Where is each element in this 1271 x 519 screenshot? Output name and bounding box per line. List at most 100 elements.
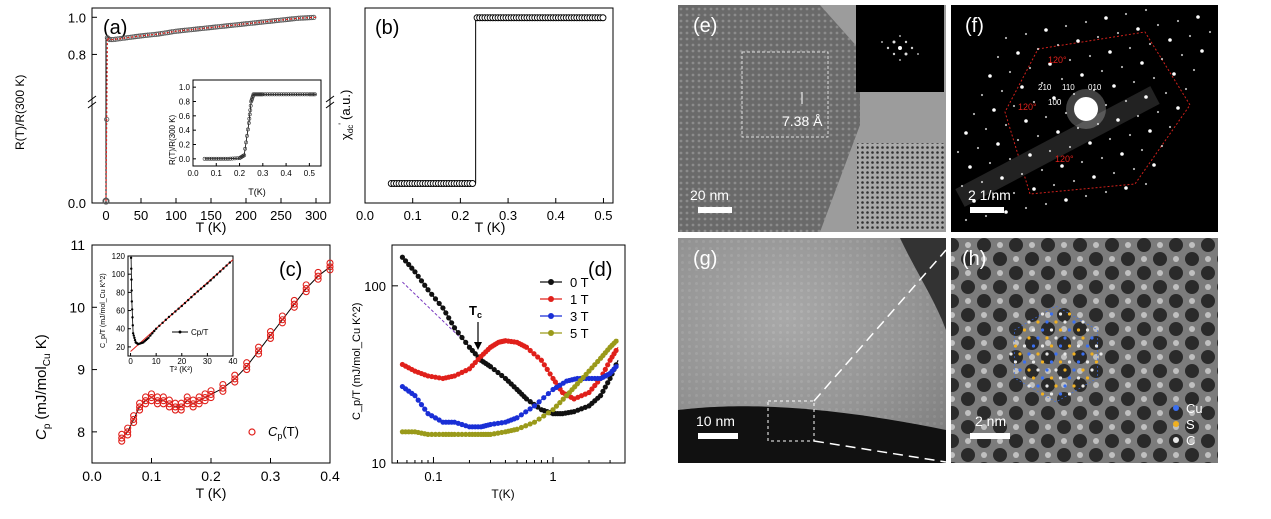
- panel-d-point: [605, 380, 611, 386]
- panel-d-point: [518, 412, 524, 418]
- panel-f-spot: [1144, 95, 1148, 99]
- panel-f-spot: [1124, 12, 1128, 16]
- panel-e-simulated-inset: [857, 143, 944, 230]
- panel-c-inset-point: [147, 336, 150, 340]
- panel-d-point: [527, 399, 533, 405]
- panel-h-atom: [1040, 376, 1045, 380]
- panel-c-point: [243, 359, 251, 367]
- panel-a-inset-point: [243, 146, 248, 151]
- panel-d-legend-label: 1 T: [570, 292, 589, 307]
- panel-c-point: [314, 272, 322, 280]
- panel-c-inset-point: [218, 270, 222, 273]
- panel-a-inset-point: [267, 92, 272, 97]
- panel-h-atom: [1063, 320, 1067, 324]
- panel-a-inset-point: [230, 156, 235, 161]
- panel-c-inset-x-tick-label: 30: [203, 357, 212, 366]
- panel-f-spot: [996, 142, 1000, 146]
- panel-c-inset-point: [199, 287, 203, 290]
- panel-a-inset-x-tick-label: 0.2: [234, 169, 246, 178]
- panel-f-spot: [984, 127, 988, 131]
- panel-a-inset-point: [246, 127, 250, 132]
- panel-c-point: [326, 266, 334, 274]
- panel-d-point: [613, 364, 619, 370]
- panel-a-inset-point: [284, 92, 288, 97]
- panel-f-spot: [1104, 190, 1108, 194]
- panel-f-spot: [1144, 182, 1148, 186]
- panel-h-atom: [1081, 368, 1085, 372]
- panel-c-inset-point: [129, 256, 133, 260]
- panel-c-inset-point: [167, 315, 171, 319]
- panel-a-inset-y-tick-label: 0.8: [179, 98, 191, 107]
- panel-a-x-tick-label: 250: [270, 208, 292, 223]
- panel-c-point: [165, 396, 173, 404]
- panel-h-atom: [1031, 328, 1036, 332]
- panel-a-inset-point: [265, 92, 270, 97]
- panel-f-spot: [1068, 145, 1072, 149]
- panel-f-spot: [988, 74, 992, 78]
- panel-d-x-tick-label: 0.1: [424, 469, 442, 484]
- panel-a-point: [309, 14, 315, 21]
- panel-f-spot: [964, 131, 968, 135]
- panel-f-spot: [1100, 69, 1104, 73]
- panel-g-zoom-box: [767, 400, 815, 442]
- panel-d-point: [418, 278, 425, 284]
- panel-a-inset-point: [219, 156, 223, 161]
- panel-h-atom: [1063, 384, 1067, 388]
- svg-text:Tc: Tc: [469, 303, 482, 320]
- panel-c-inset-point: [130, 289, 133, 292]
- panel-a-axis-break: [87, 95, 97, 109]
- panel-c-point: [159, 393, 167, 401]
- panel-f-spot: [1024, 206, 1028, 210]
- panel-c-point: [177, 403, 185, 411]
- panel-c-inset-point: [209, 279, 212, 282]
- panel-f-spot: [1108, 50, 1112, 54]
- panel-c-inset-point: [133, 338, 137, 342]
- panel-f-spot: [972, 112, 976, 116]
- panel-d-point: [536, 416, 542, 422]
- panel-c-y-tick-label: 10: [69, 299, 85, 315]
- panel-c-point: [124, 424, 132, 432]
- panel-f-spot: [1076, 39, 1080, 43]
- panel-b-data: [387, 14, 607, 187]
- panel-d-point: [422, 282, 428, 288]
- panel-f-spot: [1120, 152, 1124, 156]
- panel-a-inset-point: [209, 156, 214, 161]
- panel-h-atom: [1045, 368, 1049, 372]
- panel-h-atom: [1040, 312, 1045, 316]
- panel-h-atom: [1058, 392, 1063, 396]
- panel-c-point: [290, 303, 298, 311]
- panel-a-inset-point: [247, 112, 252, 117]
- panel-d-point: [550, 407, 556, 413]
- panel-d-point: [451, 325, 458, 331]
- panel-c-inset-point: [164, 318, 167, 322]
- panel-a-x-tick-label: 50: [134, 208, 148, 223]
- panel-h-atom: [1058, 360, 1063, 364]
- panel-a-data: [102, 14, 317, 205]
- panel-h-atom: [1067, 360, 1072, 364]
- panel-a-inset-x-tick-label: 0.1: [211, 169, 223, 178]
- panel-d-point: [597, 393, 604, 399]
- panel-a-inset-y-label: R(T)/R(300 K): [168, 114, 177, 165]
- panel-d-legend-label: 0 T: [570, 275, 589, 290]
- panel-f-spot: [1012, 191, 1016, 195]
- panel-d-point: [412, 269, 418, 275]
- panel-c-inset-point: [186, 298, 190, 302]
- panel-f-spot: [1048, 62, 1052, 66]
- panel-a-inset-point: [221, 156, 226, 161]
- panel-c-inset-point: [222, 267, 225, 270]
- panel-c-point: [118, 430, 126, 438]
- panel-f-spot: [1148, 42, 1152, 46]
- panel-f-spot: [1096, 35, 1100, 39]
- panel-d-point: [613, 347, 619, 354]
- panel-f-spot: [1064, 111, 1068, 115]
- panel-c-inset-point: [131, 316, 134, 319]
- panel-f-spot: [960, 184, 964, 188]
- panel-c-inset-point: [161, 321, 164, 325]
- panel-f-spot: [976, 146, 980, 150]
- panel-h-atom: [1045, 352, 1049, 356]
- panel-f-spot: [1196, 15, 1200, 19]
- panel-f-spot: [992, 108, 996, 112]
- panel-c-point: [231, 378, 239, 386]
- panel-c-inset-ticks: 0 10 20 30 40 20 40 60 80 100 120: [112, 252, 238, 366]
- panel-h-atom: [1072, 384, 1076, 388]
